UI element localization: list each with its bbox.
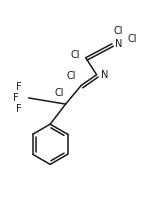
Text: Cl: Cl xyxy=(127,34,137,44)
Text: Cl: Cl xyxy=(55,88,64,98)
Text: Cl: Cl xyxy=(114,26,123,36)
Text: F: F xyxy=(16,104,22,114)
Text: F: F xyxy=(16,82,22,92)
Text: N: N xyxy=(101,70,109,80)
Text: Cl: Cl xyxy=(67,71,76,81)
Text: F: F xyxy=(13,93,19,103)
Text: Cl: Cl xyxy=(70,50,80,60)
Text: N: N xyxy=(115,39,122,49)
